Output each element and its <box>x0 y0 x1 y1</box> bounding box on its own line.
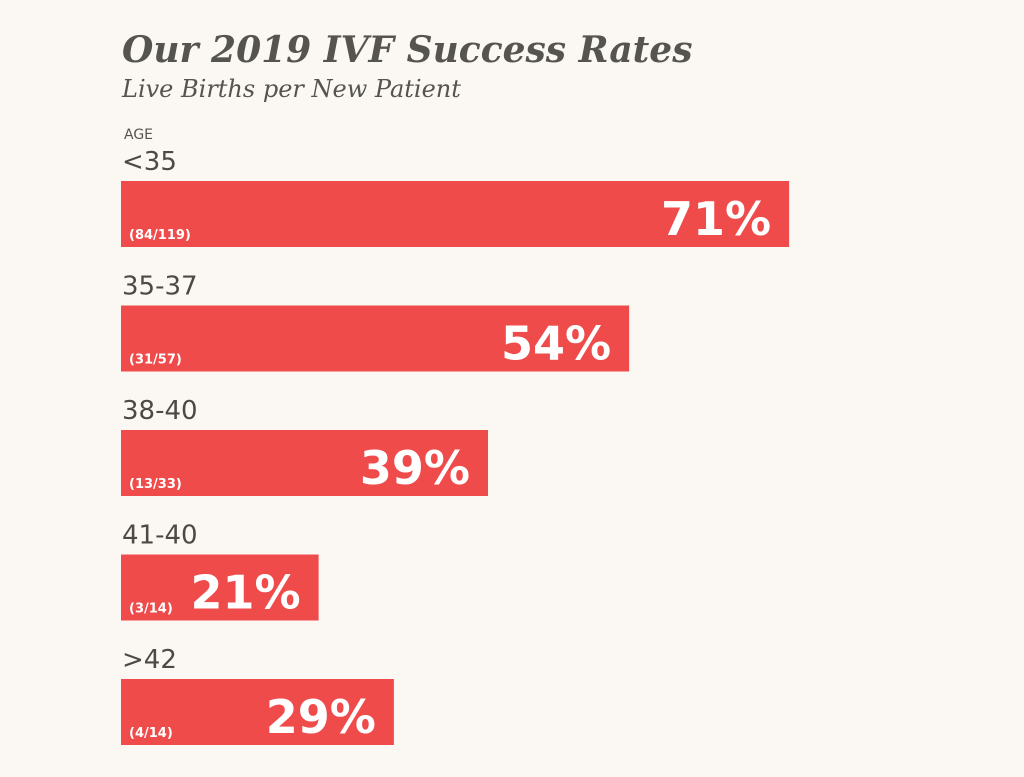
bar-group: <35 (84/119) 71% 35-37 (31/57) 54% 38-40 (13/33… <box>121 147 790 745</box>
category-label: >42 <box>122 645 177 675</box>
bar <box>121 305 630 372</box>
bar-fraction-label: (3/14) <box>129 602 173 617</box>
bar-fraction-label: (31/57) <box>129 353 182 368</box>
category-label: 41-40 <box>122 521 198 551</box>
bar <box>121 430 488 496</box>
bar <box>121 679 394 745</box>
bar-fraction-label: (84/119) <box>129 228 191 243</box>
bar-value-label: 39% <box>360 441 470 495</box>
bar-fraction-label: (13/33) <box>129 477 182 492</box>
bar-value-label: 29% <box>266 690 376 744</box>
bar <box>121 181 790 247</box>
category-label: 38-40 <box>122 396 198 426</box>
chart-subtitle: Live Births per New Patient <box>121 75 461 103</box>
category-label: <35 <box>122 147 177 177</box>
bar-value-label: 71% <box>661 192 771 246</box>
chart-title: Our 2019 IVF Success Rates <box>122 29 692 71</box>
category-label: 35-37 <box>122 272 198 302</box>
bar-fraction-label: (4/14) <box>129 726 173 741</box>
bar <box>121 554 319 621</box>
bar-value-label: 54% <box>501 317 611 371</box>
bar-value-label: 21% <box>191 566 301 620</box>
axis-caption: AGE <box>124 127 153 143</box>
